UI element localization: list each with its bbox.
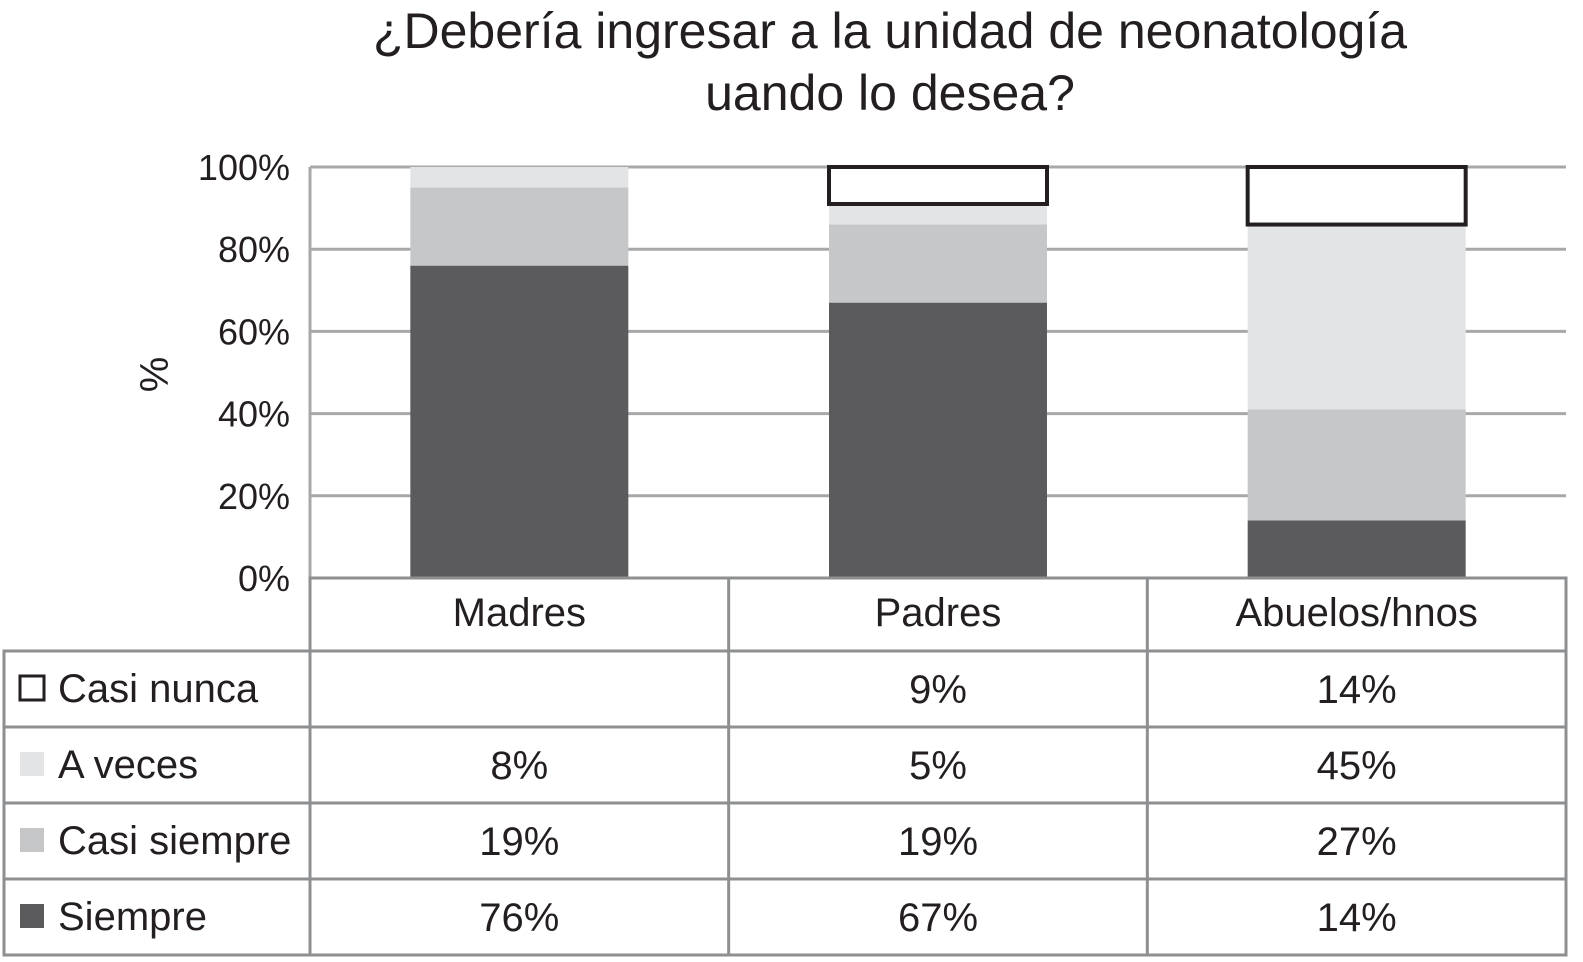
data-label: 19%	[898, 820, 978, 864]
bar-a-veces-padres	[829, 203, 1047, 225]
bar-siempre-abuelos-hnos	[1247, 520, 1466, 578]
data-label: 9%	[909, 668, 967, 712]
y-tick-label: 60%	[218, 311, 290, 352]
y-axis: 0% 20% 40% 60% 80% 100%%	[133, 147, 312, 599]
bars	[410, 165, 1468, 578]
data-table: Madres Padres Abuelos/hnos Casi nunca 9% 14% A…	[2, 576, 1568, 957]
legend-key-swatch	[20, 904, 44, 928]
chart-title-line-2: uando lo desea?	[705, 65, 1075, 121]
bar-casi-siempre-padres	[829, 224, 1047, 303]
bar-a-veces-madres	[410, 167, 629, 188]
legend-key-swatch	[20, 828, 44, 852]
data-label: 67%	[898, 896, 978, 940]
chart-title-line-1: ¿Debería ingresar a la unidad de neonato…	[372, 3, 1408, 59]
data-label: 14%	[1317, 896, 1397, 940]
y-tick-label: 80%	[218, 229, 290, 270]
y-tick-label: 20%	[218, 476, 290, 517]
data-label: 5%	[909, 744, 967, 788]
legend-label: Casi nunca	[58, 667, 259, 711]
y-tick-label: 40%	[218, 394, 290, 435]
y-axis-label: %	[133, 357, 177, 393]
legend-key-swatch	[18, 674, 46, 702]
data-label: 45%	[1317, 744, 1397, 788]
legend-label: Casi siempre	[58, 819, 291, 863]
legend-label: Siempre	[58, 895, 207, 939]
category-label: Padres	[875, 591, 1002, 635]
bar-casi-nunca-abuelos-hnos	[1245, 165, 1468, 227]
category-label: Abuelos/hnos	[1235, 591, 1477, 635]
data-label: 14%	[1317, 668, 1397, 712]
bar-casi-siempre-madres	[410, 187, 629, 266]
bar-siempre-padres	[829, 302, 1047, 578]
legend-label: A veces	[58, 743, 198, 787]
y-tick-label: 0%	[238, 558, 290, 599]
legend-key-swatch	[20, 752, 44, 776]
data-label: 76%	[479, 896, 559, 940]
data-label: 19%	[479, 820, 559, 864]
bar-casi-nunca-padres	[827, 165, 1049, 206]
data-label: 8%	[490, 744, 548, 788]
data-label: 27%	[1317, 820, 1397, 864]
chart-title: ¿Debería ingresar a la unidad de neonato…	[300, 0, 1480, 124]
bar-siempre-madres	[410, 265, 629, 578]
bar-casi-siempre-abuelos-hnos	[1247, 409, 1466, 521]
bar-a-veces-abuelos-hnos	[1247, 224, 1466, 410]
y-tick-label: 100%	[198, 147, 290, 188]
category-label: Madres	[453, 591, 586, 635]
